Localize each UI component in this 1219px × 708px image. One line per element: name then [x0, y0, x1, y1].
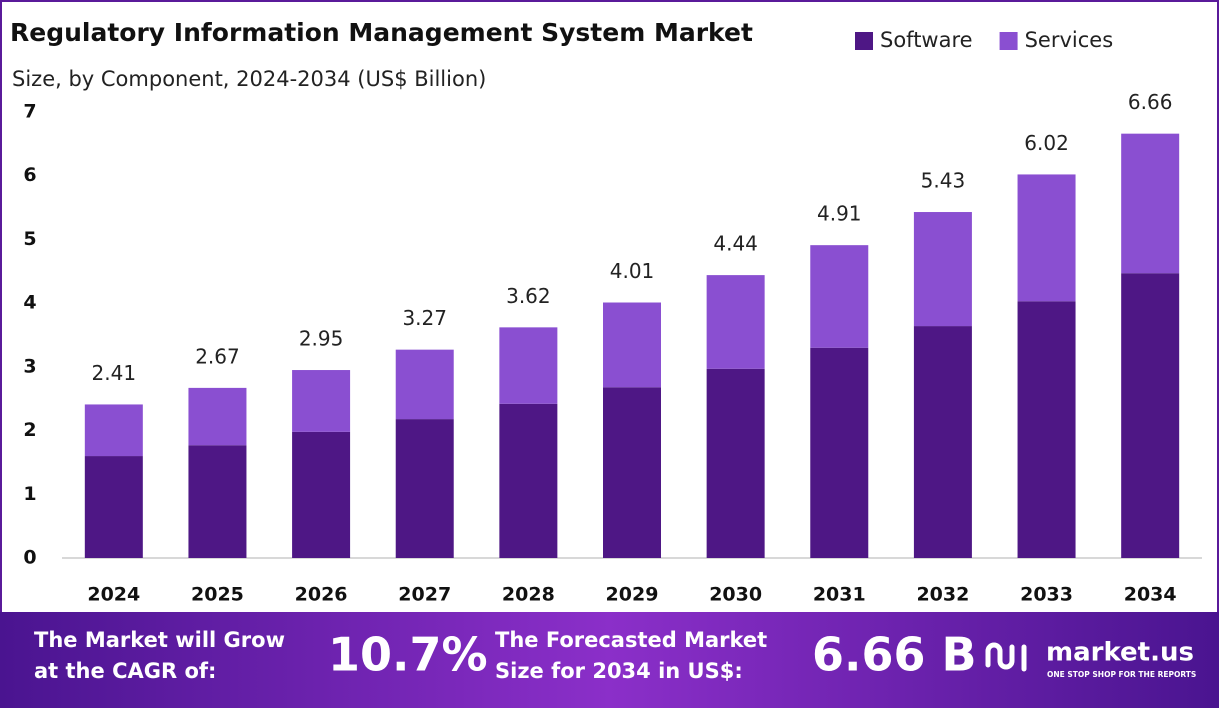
bar-segment	[292, 431, 351, 558]
y-tick-label: 4	[23, 292, 36, 314]
total-label: 2.41	[92, 361, 137, 385]
bar-segment	[188, 445, 247, 558]
x-tick-label: 2033	[1020, 584, 1073, 606]
bar-segment	[603, 302, 661, 388]
forecast-value: 6.66 B	[812, 628, 977, 682]
footer-band	[0, 612, 1219, 708]
footer-text: Size for 2034 in US$:	[495, 659, 743, 683]
x-tick-label: 2024	[87, 584, 140, 606]
total-label: 5.43	[921, 169, 966, 193]
bar-segment	[913, 326, 972, 558]
legend-label: Services	[1025, 28, 1114, 52]
footer-text: The Forecasted Market	[495, 628, 767, 652]
x-tick-label: 2030	[709, 584, 762, 606]
legend-label: Software	[880, 28, 973, 52]
bar-segment	[706, 368, 765, 558]
legend-swatch	[855, 32, 873, 50]
bar-segment	[1017, 174, 1076, 302]
tagline: ONE STOP SHOP FOR THE REPORTS	[1047, 670, 1196, 679]
x-tick-label: 2032	[916, 584, 969, 606]
footer-text: The Market will Grow	[34, 628, 285, 652]
y-tick-label: 0	[23, 547, 36, 569]
brand: market.us	[1046, 638, 1194, 668]
chart-title: Regulatory Information Management System…	[10, 18, 753, 47]
x-tick-label: 2031	[813, 584, 866, 606]
brand-logo	[985, 642, 1027, 672]
bar-segment	[603, 387, 661, 558]
chart-subtitle: Size, by Component, 2024-2034 (US$ Billi…	[12, 67, 486, 91]
bar-segment	[913, 212, 972, 327]
total-label: 2.95	[299, 327, 344, 351]
x-tick-label: 2028	[502, 584, 555, 606]
total-label: 6.66	[1128, 90, 1173, 114]
total-label: 4.01	[610, 259, 655, 283]
x-tick-label: 2025	[191, 584, 244, 606]
x-tick-label: 2027	[398, 584, 451, 606]
y-tick-label: 1	[23, 483, 36, 505]
bar-segment	[499, 403, 558, 558]
total-label: 3.62	[506, 284, 551, 308]
bar-segment	[84, 404, 143, 457]
x-tick-label: 2029	[606, 584, 659, 606]
bar-segment	[188, 387, 247, 446]
y-tick-label: 2	[23, 419, 36, 441]
bar-segment	[810, 245, 869, 348]
bar-segment	[810, 347, 869, 558]
bar-segment	[292, 370, 351, 432]
y-tick-label: 6	[23, 164, 36, 186]
bar-segment	[1017, 301, 1076, 558]
bar-segment	[1121, 273, 1180, 558]
bar-segment	[1121, 133, 1180, 274]
legend-swatch	[999, 32, 1018, 50]
bar-segment	[706, 275, 765, 369]
total-label: 4.44	[713, 232, 758, 256]
footer-text: at the CAGR of:	[34, 659, 216, 683]
bar-segment	[84, 456, 143, 558]
bar-segment	[395, 349, 454, 420]
bar-segment	[499, 327, 558, 404]
y-tick-label: 7	[23, 101, 36, 123]
x-tick-label: 2034	[1124, 584, 1177, 606]
bar-segment	[395, 419, 454, 558]
y-tick-label: 3	[23, 355, 36, 377]
total-label: 4.91	[817, 202, 862, 226]
cagr-value: 10.7%	[328, 628, 488, 682]
total-label: 2.67	[195, 344, 240, 368]
y-tick-label: 5	[23, 228, 36, 250]
total-label: 6.02	[1024, 131, 1069, 155]
x-tick-label: 2026	[295, 584, 348, 606]
total-label: 3.27	[402, 306, 447, 330]
